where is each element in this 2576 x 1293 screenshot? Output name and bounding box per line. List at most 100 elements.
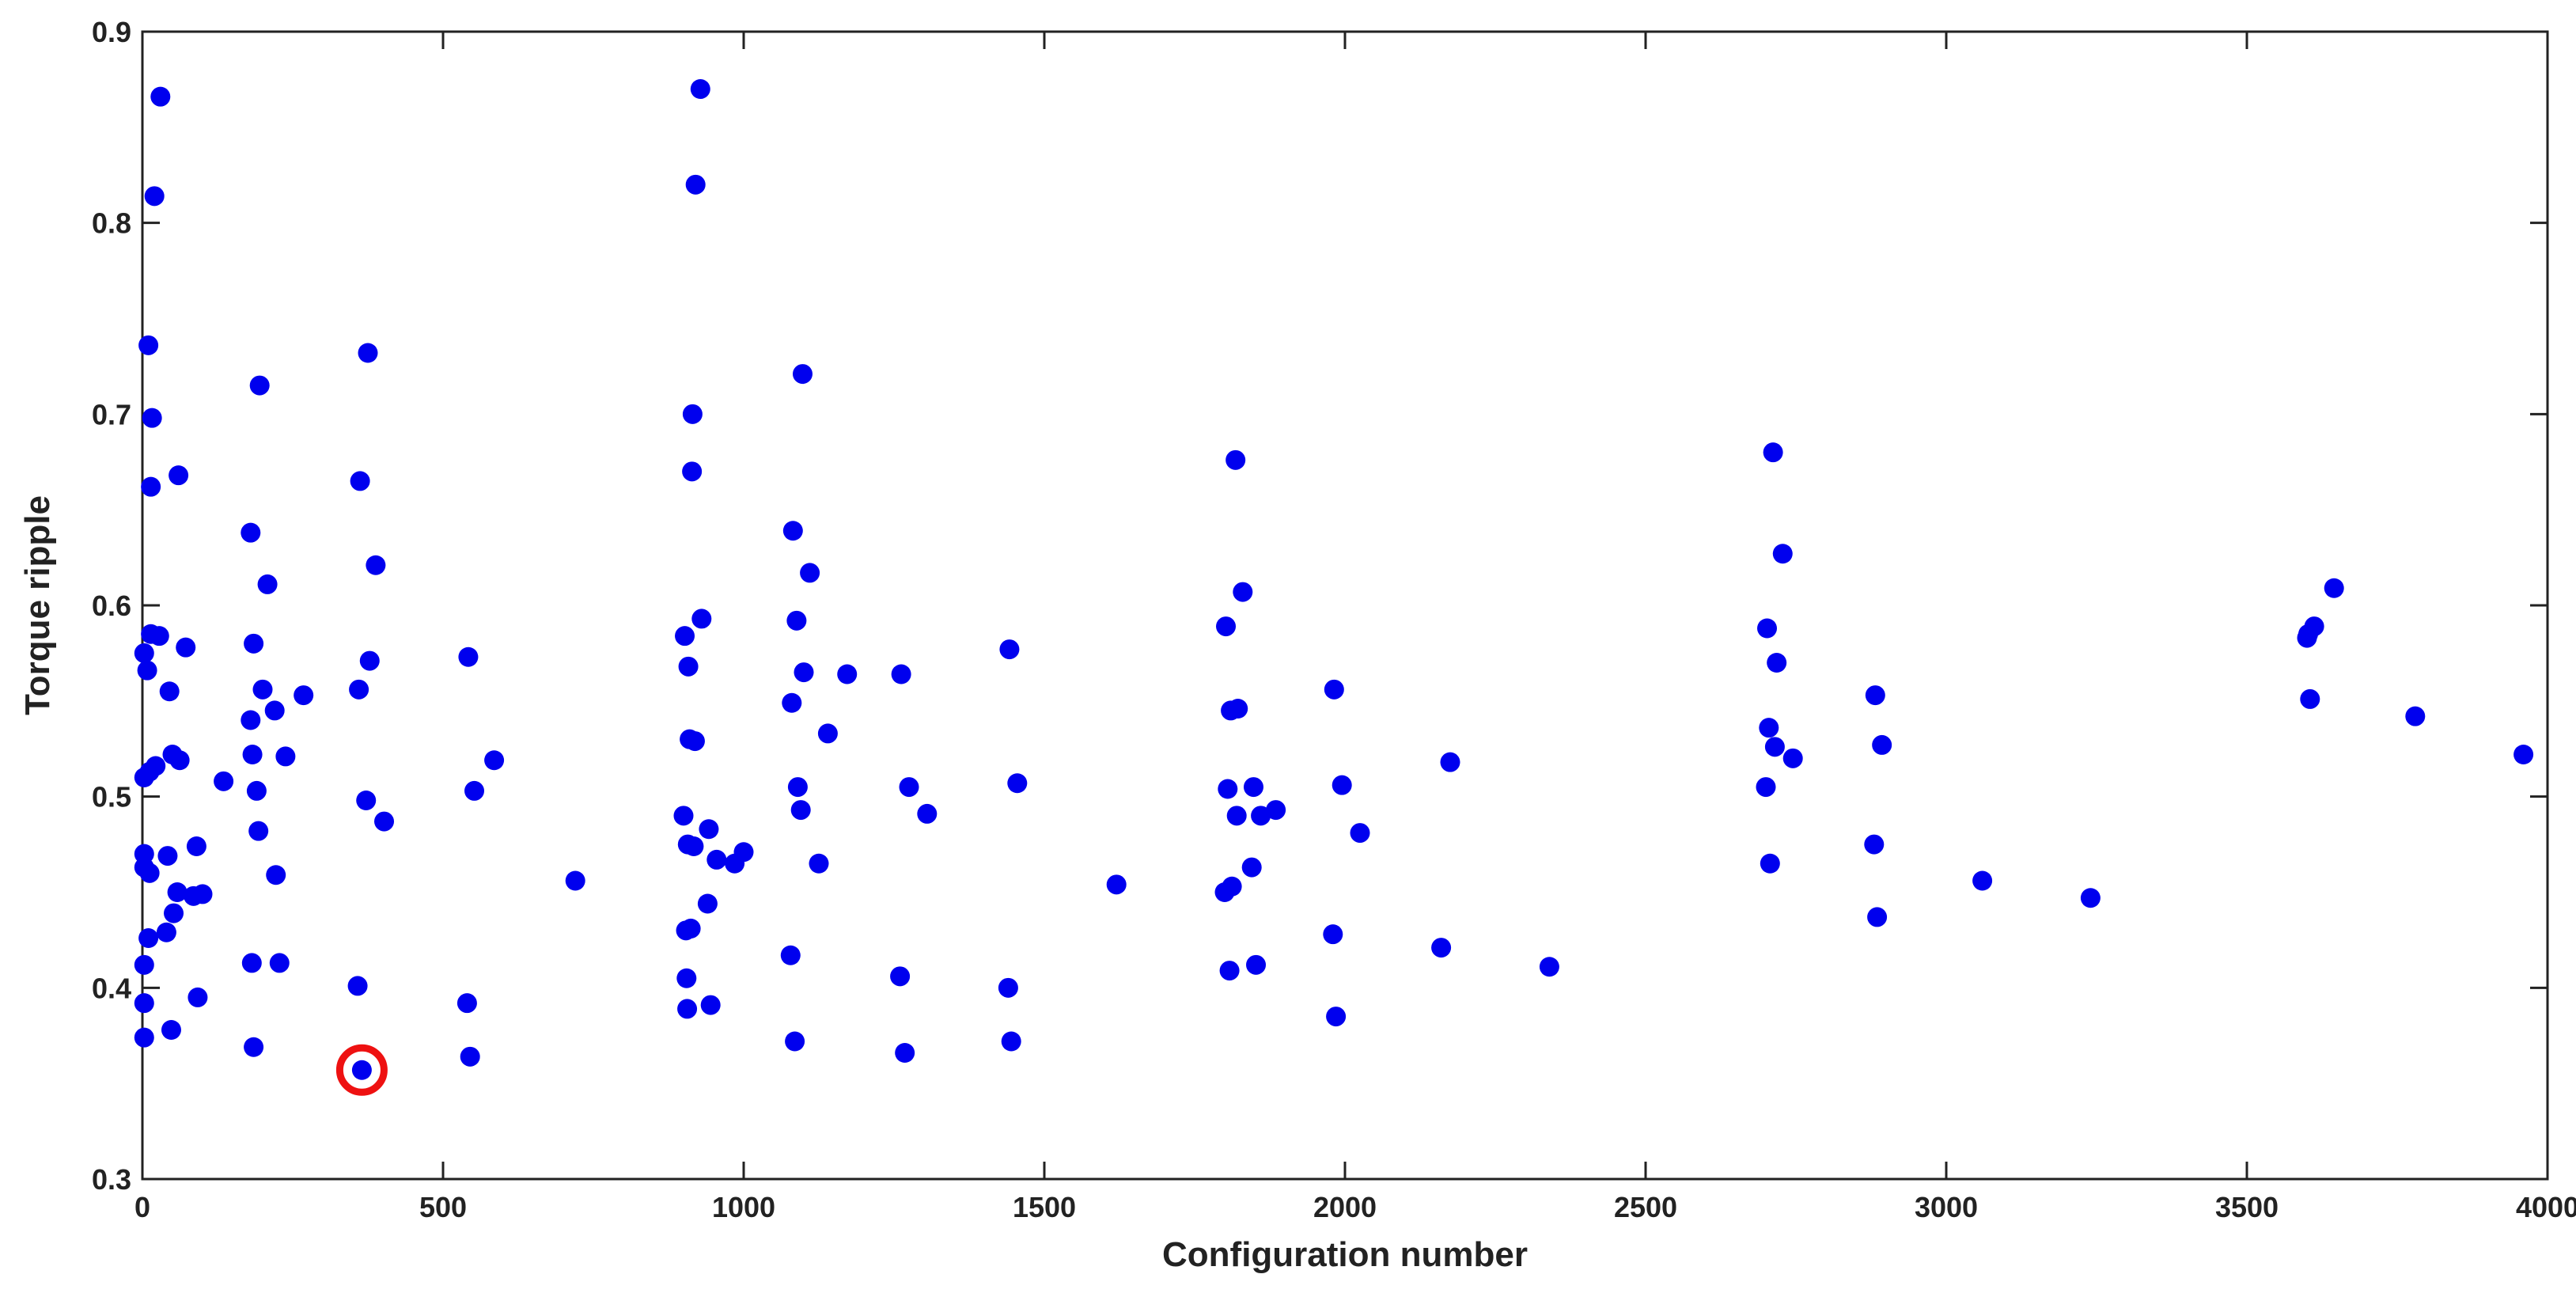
data-point [700, 995, 721, 1015]
data-point [2405, 706, 2426, 726]
data-point [134, 1027, 154, 1048]
data-point [149, 626, 169, 646]
data-point [157, 846, 178, 866]
data-point [244, 1037, 264, 1057]
data-point [141, 476, 161, 497]
data-point [241, 522, 261, 543]
data-point [138, 335, 159, 355]
data-point [139, 863, 160, 883]
data-point [169, 750, 190, 771]
data-point [134, 993, 154, 1014]
data-point [1764, 737, 1785, 757]
y-tick-label: 0.4 [92, 972, 131, 1004]
data-point [275, 746, 296, 767]
data-point [2324, 578, 2344, 598]
data-point [998, 977, 1018, 998]
data-point [1219, 961, 1240, 981]
data-point [1332, 775, 1352, 795]
y-tick-label: 0.7 [92, 398, 131, 430]
data-point [817, 723, 838, 744]
data-point [347, 976, 368, 996]
data-point [1763, 442, 1783, 463]
x-tick-label: 500 [419, 1191, 467, 1223]
y-tick-label: 0.6 [92, 590, 131, 622]
data-point [1228, 699, 1248, 719]
data-point [1539, 957, 1559, 977]
data-point [159, 681, 180, 702]
data-point [134, 844, 154, 864]
x-tick-label: 4000 [2516, 1191, 2576, 1223]
data-point [161, 1020, 181, 1040]
data-point [167, 882, 188, 902]
data-point [214, 771, 234, 791]
data-point [685, 174, 706, 195]
data-point [565, 870, 585, 891]
x-axis-title: Configuration number [1162, 1235, 1528, 1274]
data-point [786, 610, 807, 631]
data-point [682, 461, 703, 482]
data-point [1233, 582, 1253, 602]
data-point [790, 800, 811, 821]
data-point [366, 555, 386, 575]
data-point [257, 574, 278, 594]
data-point [1772, 544, 1793, 564]
y-tick-label: 0.8 [92, 207, 131, 240]
x-tick-label: 3000 [1915, 1191, 1978, 1223]
data-point [707, 849, 727, 870]
data-point [891, 664, 911, 684]
data-point [1431, 938, 1452, 958]
data-point [1972, 870, 1993, 891]
data-point [780, 945, 801, 965]
data-point [690, 79, 710, 99]
x-tick-label: 1000 [712, 1191, 775, 1223]
data-point [350, 471, 370, 491]
data-point [266, 865, 286, 885]
y-axis-title: Torque ripple [18, 495, 57, 715]
data-point [676, 968, 697, 988]
data-point [890, 966, 911, 987]
x-axis-ticks: 0 500 1000 1500 2000 2500 3000 3500 4000 [134, 32, 2576, 1223]
data-point [684, 836, 704, 856]
data-point [249, 375, 270, 396]
data-point [1350, 823, 1370, 844]
data-point [1218, 779, 1238, 799]
data-point [1243, 777, 1263, 798]
plot-area-border [141, 30, 2549, 1181]
data-point [1241, 857, 1262, 878]
data-point [680, 918, 701, 938]
data-point [675, 626, 695, 646]
data-point [684, 731, 705, 752]
data-point [349, 679, 369, 700]
data-point [2304, 616, 2324, 637]
data-point [691, 609, 712, 629]
data-point [1007, 773, 1028, 794]
data-point [1865, 685, 1885, 706]
data-point [138, 928, 159, 948]
data-point [999, 639, 1020, 660]
data-point [673, 806, 694, 826]
data-point [782, 521, 803, 541]
data-point [794, 662, 814, 683]
data-point [1440, 752, 1460, 772]
data-point [246, 780, 267, 801]
data-point [351, 1060, 372, 1080]
data-point [456, 993, 477, 1014]
data-point [484, 750, 505, 771]
data-point [678, 656, 699, 677]
y-tick-label: 0.3 [92, 1163, 131, 1196]
data-point [787, 777, 808, 798]
x-tick-label: 1500 [1013, 1191, 1076, 1223]
data-point [150, 86, 171, 107]
data-point [1864, 834, 1885, 855]
x-tick-label: 2500 [1614, 1191, 1677, 1223]
data-point [1216, 616, 1237, 637]
data-point [464, 780, 485, 801]
data-point [242, 745, 263, 764]
data-point [1872, 734, 1892, 755]
data-point [192, 884, 213, 904]
y-axis-ticks: 0.3 0.4 0.5 0.6 0.7 0.8 0.9 [92, 16, 2548, 1196]
y-tick-label: 0.9 [92, 16, 131, 48]
x-tick-label: 0 [134, 1191, 150, 1223]
data-point [460, 1046, 480, 1067]
data-points [134, 79, 2534, 1080]
